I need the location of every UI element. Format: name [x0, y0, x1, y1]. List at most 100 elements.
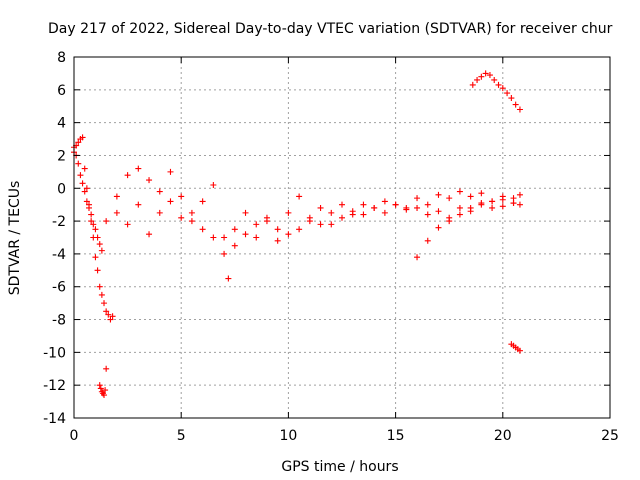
data-point — [98, 247, 105, 254]
data-point — [512, 101, 519, 108]
data-point — [210, 234, 217, 241]
data-point — [225, 275, 232, 282]
data-point — [135, 165, 142, 172]
data-point — [79, 134, 86, 141]
data-point — [124, 172, 131, 179]
data-point — [516, 347, 523, 354]
x-tick-label: 10 — [279, 428, 297, 444]
data-point — [414, 204, 421, 211]
data-point — [210, 181, 217, 188]
data-point — [435, 224, 442, 231]
data-point — [107, 316, 114, 323]
y-tick-label: -2 — [52, 214, 66, 230]
series-upper-arc — [469, 70, 523, 113]
series-day-band-2 — [113, 198, 523, 257]
y-tick-label: -4 — [52, 247, 66, 263]
data-point — [510, 200, 517, 207]
data-point — [456, 188, 463, 195]
data-point — [446, 218, 453, 225]
data-point — [167, 198, 174, 205]
data-point — [231, 242, 238, 249]
data-point — [435, 208, 442, 215]
data-point — [81, 165, 88, 172]
plot-frame — [73, 56, 611, 419]
data-point — [499, 196, 506, 203]
data-point — [504, 90, 511, 97]
data-point — [446, 195, 453, 202]
data-point — [231, 226, 238, 233]
data-point — [75, 160, 82, 167]
data-point — [499, 85, 506, 92]
y-tick-label: 2 — [57, 148, 66, 164]
data-point — [263, 218, 270, 225]
data-point — [77, 172, 84, 179]
data-point — [478, 200, 485, 207]
data-point — [199, 198, 206, 205]
data-point — [516, 106, 523, 113]
data-point — [317, 221, 324, 228]
data-point — [103, 365, 110, 372]
data-point — [489, 204, 496, 211]
data-point — [349, 208, 356, 215]
data-point — [516, 191, 523, 198]
data-point — [424, 211, 431, 218]
data-point — [474, 76, 481, 83]
x-tick-label: 25 — [601, 428, 619, 444]
data-point — [101, 392, 108, 399]
data-point — [414, 195, 421, 202]
data-point — [339, 201, 345, 208]
data-point — [253, 221, 260, 228]
data-point — [414, 254, 421, 261]
data-point — [242, 231, 249, 238]
y-tick-labels: -14 -12 -10 -8 -6 -4 -2 0 2 4 6 8 — [43, 50, 66, 427]
data-point — [478, 190, 485, 197]
data-point — [94, 234, 101, 241]
y-tick-label: 0 — [57, 181, 66, 197]
data-point — [467, 204, 474, 211]
data-point — [516, 201, 523, 208]
data-point — [105, 311, 112, 318]
data-point — [392, 201, 399, 208]
data-point — [467, 193, 474, 200]
data-point — [88, 211, 95, 218]
data-point — [146, 177, 153, 184]
data-point — [435, 191, 442, 198]
data-point — [285, 231, 292, 238]
data-point — [88, 218, 95, 225]
data-point — [489, 198, 496, 205]
data-point — [96, 283, 103, 290]
series-early-arc — [71, 134, 116, 323]
data-point — [79, 180, 86, 187]
data-point — [94, 267, 101, 274]
data-point — [424, 201, 431, 208]
data-point — [96, 382, 103, 389]
data-point — [285, 209, 292, 216]
data-point — [274, 237, 281, 244]
data-point — [92, 254, 99, 261]
data-point — [317, 204, 324, 211]
x-tick-label: 0 — [70, 428, 79, 444]
data-point — [81, 188, 88, 195]
data-point — [113, 209, 120, 216]
data-point — [306, 214, 313, 221]
data-point — [339, 214, 345, 221]
y-tick-label: -10 — [43, 345, 66, 361]
data-point — [178, 193, 185, 200]
y-tick-label: -6 — [52, 280, 66, 296]
data-marks — [71, 70, 523, 399]
data-point — [188, 218, 195, 225]
data-point — [103, 308, 110, 315]
data-point — [83, 198, 90, 205]
data-point — [499, 203, 506, 210]
data-point — [199, 226, 206, 233]
y-tick-label: 4 — [57, 116, 66, 132]
data-point — [360, 201, 367, 208]
y-axis-label: SDTVAR / TECUs — [7, 181, 23, 296]
y-tick-label: -8 — [52, 313, 66, 329]
series-lower-arc — [508, 341, 523, 354]
data-point — [486, 72, 493, 79]
grid-lines — [74, 57, 610, 418]
data-point — [495, 81, 502, 88]
